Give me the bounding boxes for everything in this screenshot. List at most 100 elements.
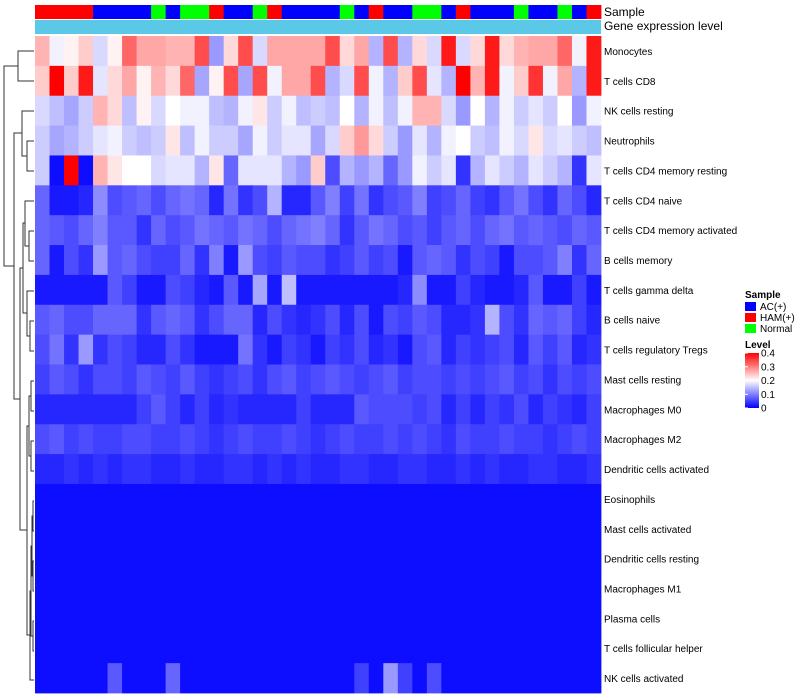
heatmap-cell (93, 125, 108, 156)
heatmap-cell (397, 155, 413, 186)
heatmap-cell (107, 483, 123, 515)
heatmap-cell (136, 245, 152, 276)
heatmap-cell (499, 543, 515, 574)
heatmap-cell (296, 424, 312, 455)
row-label: Dendritic cells resting (604, 555, 699, 566)
heatmap-cell (397, 663, 413, 694)
heatmap-cell (571, 513, 587, 545)
heatmap-cell (528, 65, 544, 97)
heatmap-cell (267, 185, 283, 216)
sample-legend-entries: AC(+)HAM(+)Normal (745, 302, 795, 335)
heatmap-cell (528, 633, 544, 664)
heatmap-cell (267, 603, 283, 634)
heatmap-cell (426, 633, 442, 664)
sample-annotation-cell (528, 5, 544, 19)
heatmap-cell (180, 513, 196, 545)
heatmap-cell (484, 155, 500, 186)
heatmap-cell (528, 394, 544, 425)
heatmap-cell (354, 663, 370, 694)
heatmap-cell (267, 394, 283, 425)
heatmap-cell (383, 95, 399, 126)
heatmap-cell (310, 603, 326, 634)
sample-annotation-cell (296, 5, 312, 19)
heatmap-cell (296, 543, 312, 574)
heatmap-cell (223, 424, 239, 455)
heatmap-cell (571, 543, 587, 574)
sample-annotation-cell (455, 5, 471, 19)
heatmap-cell (93, 215, 108, 246)
sample-annotation-cell (78, 5, 94, 19)
heatmap-cell (93, 274, 108, 306)
heatmap-cell (310, 663, 326, 694)
heatmap-cell (122, 633, 137, 664)
heatmap-cell (339, 185, 355, 216)
heatmap-cell (484, 185, 500, 216)
heatmap-cell (107, 573, 123, 604)
dendrogram-link (30, 440, 34, 472)
heatmap-cell (455, 424, 471, 455)
heatmap-cell (397, 334, 413, 365)
heatmap-cell (325, 573, 341, 604)
heatmap-cell (267, 215, 283, 246)
heatmap-cell (339, 483, 355, 515)
heatmap-cell (35, 454, 50, 485)
heatmap-cell (542, 65, 558, 97)
heatmap-cell (252, 573, 268, 604)
heatmap-cell (470, 543, 486, 574)
heatmap-cell (484, 125, 500, 156)
heatmap-cell (412, 155, 428, 186)
row-label: Macrophages M2 (604, 435, 682, 446)
heatmap-cell (557, 334, 573, 365)
heatmap-cell (107, 95, 123, 126)
sample-legend-label: HAM(+) (760, 313, 795, 324)
heatmap-cell (165, 454, 181, 485)
heatmap-cell (528, 543, 544, 574)
heatmap-cell (122, 513, 137, 545)
heatmap-cell (267, 125, 283, 156)
heatmap-cell (412, 424, 428, 455)
heatmap-cell (470, 65, 486, 97)
heatmap-cell (209, 36, 225, 67)
sample-annotation-cell (484, 5, 500, 19)
heatmap-cell (151, 274, 167, 306)
heatmap-cell (513, 364, 529, 395)
heatmap-cell (93, 424, 108, 455)
heatmap-cell (252, 603, 268, 634)
heatmap-cell (165, 185, 181, 216)
heatmap-cell (180, 663, 196, 694)
heatmap-cell (296, 603, 312, 634)
heatmap-cell (354, 304, 370, 336)
heatmap-cell (122, 274, 137, 306)
heatmap-cell (281, 394, 297, 425)
heatmap-cell (383, 663, 399, 694)
heatmap-cell (441, 633, 457, 664)
heatmap-cell (238, 573, 254, 604)
heatmap-cell (122, 364, 137, 395)
heatmap-cell (368, 274, 384, 306)
heatmap-cell (223, 543, 239, 574)
heatmap-cell (296, 36, 312, 67)
level-legend-title: Level (745, 340, 771, 351)
sample-legend-label: Normal (760, 324, 792, 335)
heatmap-cell (64, 185, 79, 216)
heatmap-cell (412, 185, 428, 216)
heatmap-cell (281, 274, 297, 306)
heatmap-cell (281, 36, 297, 67)
heatmap-cell (441, 364, 457, 395)
heatmap-cell (180, 274, 196, 306)
heatmap-cell (151, 483, 167, 515)
heatmap-cell (238, 663, 254, 694)
heatmap-cell (151, 424, 167, 455)
heatmap-cell (35, 483, 50, 515)
heatmap-cell (49, 36, 65, 67)
heatmap-cell (136, 633, 152, 664)
heatmap-cell (64, 663, 79, 694)
heatmap-cell (223, 394, 239, 425)
sample-annotation-cell (426, 5, 442, 19)
heatmap-cell (397, 95, 413, 126)
heatmap-cell (310, 454, 326, 485)
heatmap-cell (571, 663, 587, 694)
heatmap-cell (455, 364, 471, 395)
heatmap-cell (528, 573, 544, 604)
heatmap-cell (426, 603, 442, 634)
